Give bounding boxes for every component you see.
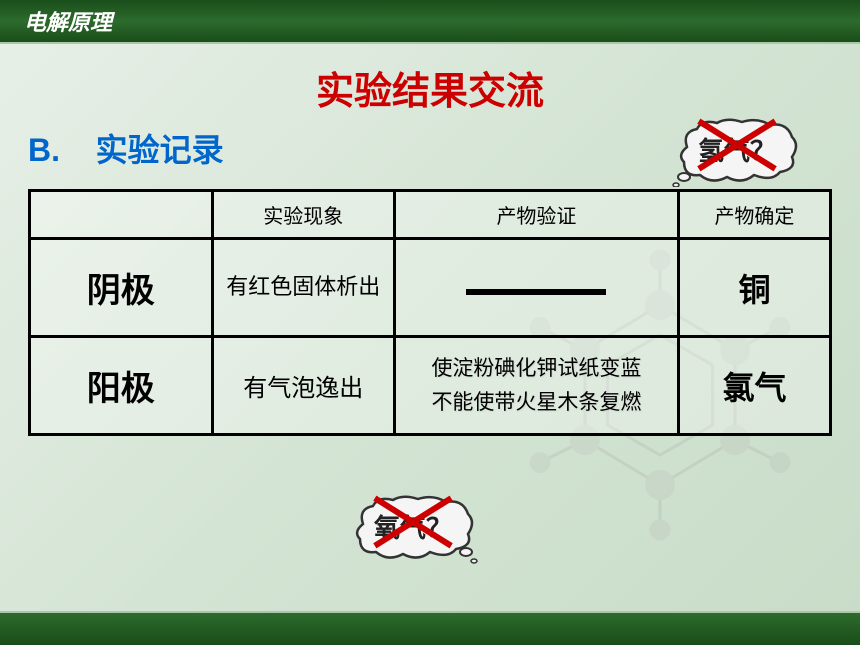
anode-phenomenon: 有气泡逸出	[212, 337, 395, 435]
header-result: 产物确定	[678, 191, 830, 239]
anode-verify-line1: 使淀粉碘化钾试纸变蓝	[402, 352, 671, 386]
cathode-verification	[395, 239, 679, 337]
experiment-table: 实验现象 产物验证 产物确定 阴极 有红色固体析出 铜 阳极 有气泡逸出 使淀粉…	[28, 189, 832, 436]
experiment-table-wrap: 实验现象 产物验证 产物确定 阴极 有红色固体析出 铜 阳极 有气泡逸出 使淀粉…	[28, 189, 832, 436]
bottom-area: 氧气？	[28, 442, 832, 542]
table-row-anode: 阳极 有气泡逸出 使淀粉碘化钾试纸变蓝 不能使带火星木条复燃 氯气	[30, 337, 831, 435]
header-verification: 产物验证	[395, 191, 679, 239]
header-empty	[30, 191, 213, 239]
anode-label: 阳极	[30, 337, 213, 435]
subtitle-row: B. 实验记录 氢气？	[28, 125, 832, 171]
thought-bubble-hydrogen: 氢气？	[672, 117, 802, 187]
anode-result: 氯气	[678, 337, 830, 435]
cathode-label: 阴极	[30, 239, 213, 337]
content-area: 实验结果交流 B. 实验记录 氢气？ 实验现象 产物验证 产物确定	[0, 44, 860, 552]
header-phenomenon: 实验现象	[212, 191, 395, 239]
cathode-phenomenon: 有红色固体析出	[220, 273, 388, 302]
anode-verify-line2: 不能使带火星木条复燃	[402, 386, 671, 420]
subtitle-text: 实验记录	[96, 132, 224, 168]
subtitle: B. 实验记录	[28, 125, 224, 171]
header-bar: 电解原理	[0, 0, 860, 44]
cathode-result: 铜	[678, 239, 830, 337]
cross-out-icon	[372, 492, 454, 552]
subtitle-prefix: B.	[28, 132, 60, 168]
main-title: 实验结果交流	[28, 60, 832, 115]
thought-bubble-oxygen: 氧气？	[348, 494, 478, 564]
cross-out-icon	[696, 115, 778, 175]
dash-line-icon	[466, 289, 606, 295]
anode-verification: 使淀粉碘化钾试纸变蓝 不能使带火星木条复燃	[395, 337, 679, 435]
header-title: 电解原理	[24, 5, 112, 37]
table-header-row: 实验现象 产物验证 产物确定	[30, 191, 831, 239]
footer-bar	[0, 611, 860, 645]
table-row-cathode: 阴极 有红色固体析出 铜	[30, 239, 831, 337]
